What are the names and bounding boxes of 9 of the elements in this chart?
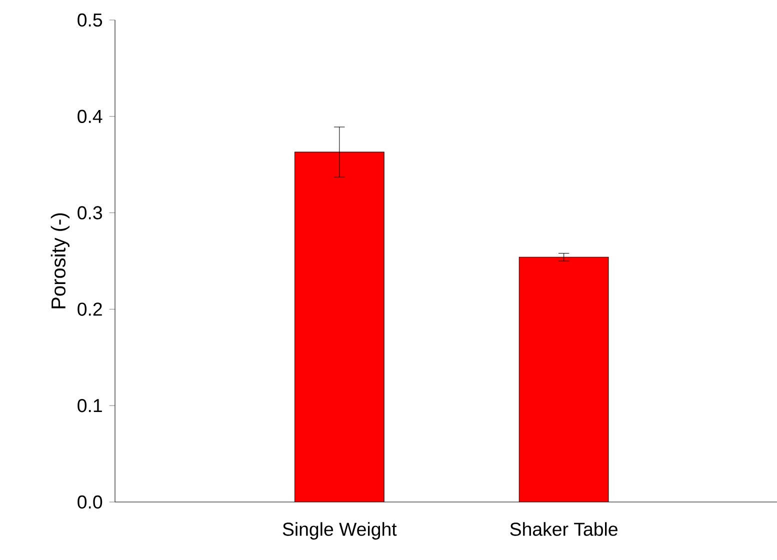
x-tick-label: Shaker Table (510, 522, 618, 536)
y-tick-label: 0.2 (78, 302, 102, 316)
y-tick-label: 0.3 (78, 206, 102, 220)
y-tick-label: 0.0 (78, 495, 102, 509)
y-tick-label: 0.5 (78, 13, 102, 27)
y-tick-label: 0.1 (78, 398, 102, 412)
x-tick-label: Single Weight (282, 522, 397, 540)
y-tick-label: 0.4 (78, 110, 102, 124)
y-axis-title: Porosity (-) (50, 213, 70, 308)
